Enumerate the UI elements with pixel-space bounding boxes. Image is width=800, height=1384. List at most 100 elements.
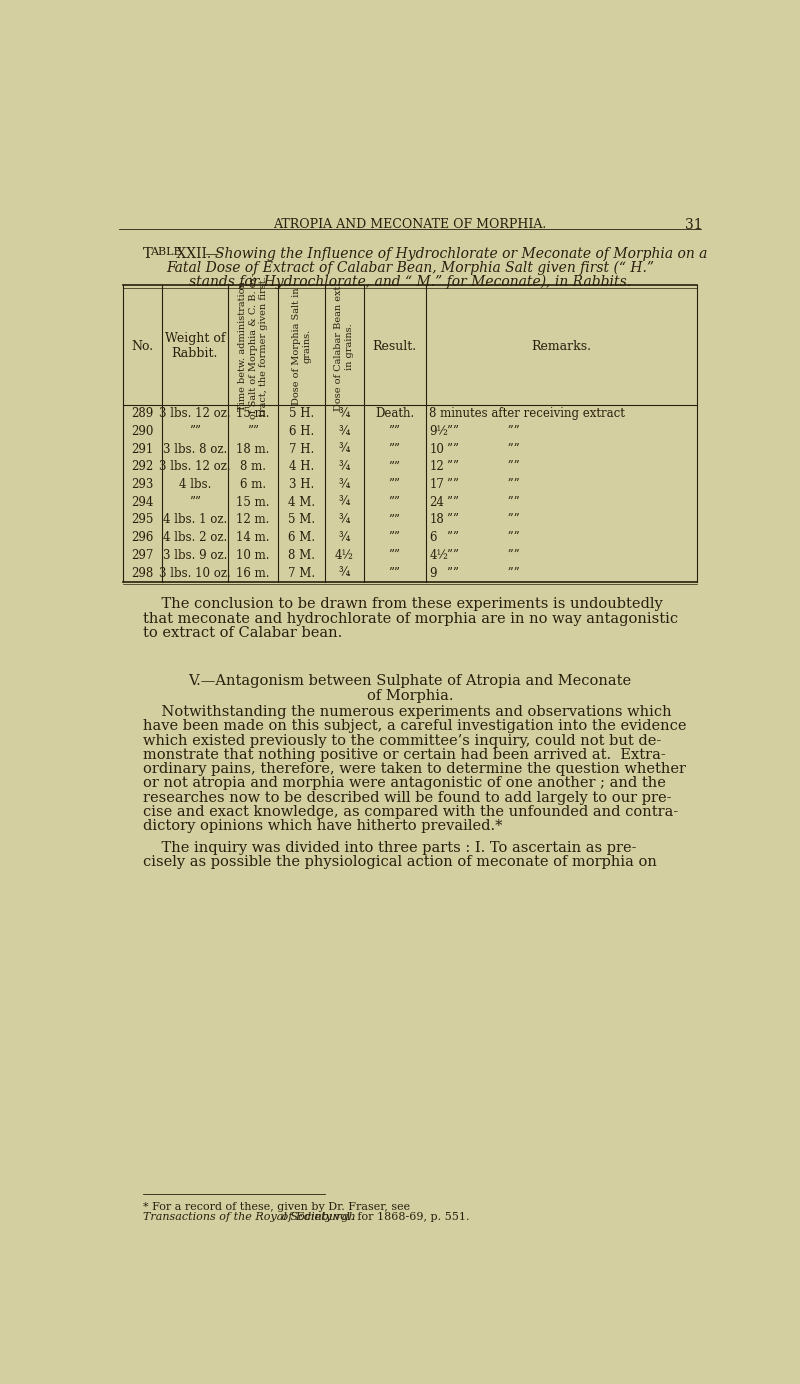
Text: 293: 293: [131, 477, 154, 491]
Text: 295: 295: [131, 513, 154, 526]
Text: 292: 292: [131, 461, 154, 473]
Text: 4 lbs. 2 oz.: 4 lbs. 2 oz.: [163, 531, 227, 544]
Text: 31: 31: [685, 219, 702, 233]
Text: ABLE: ABLE: [150, 246, 182, 257]
Text: 3 lbs. 8 oz.: 3 lbs. 8 oz.: [163, 443, 227, 455]
Text: which existed previously to the committee’s inquiry, could not but de-: which existed previously to the committe…: [142, 734, 661, 747]
Text: ¾: ¾: [338, 443, 350, 455]
Text: ””: ””: [389, 425, 401, 437]
Text: ””: ””: [389, 513, 401, 526]
Text: Remarks.: Remarks.: [531, 339, 591, 353]
Text: ATROPIA AND MECONATE OF MORPHIA.: ATROPIA AND MECONATE OF MORPHIA.: [274, 219, 546, 231]
Text: 10 m.: 10 m.: [236, 549, 270, 562]
Text: 4½: 4½: [334, 549, 354, 562]
Text: 16 m.: 16 m.: [236, 566, 270, 580]
Text: ””             ””: ”” ””: [447, 513, 520, 526]
Text: ordinary pains, therefore, were taken to determine the question whether: ordinary pains, therefore, were taken to…: [142, 763, 686, 776]
Text: ””             ””: ”” ””: [447, 531, 520, 544]
Text: ””: ””: [389, 443, 401, 455]
Text: 4 lbs. 1 oz.: 4 lbs. 1 oz.: [163, 513, 227, 526]
Text: 3 H.: 3 H.: [289, 477, 314, 491]
Text: ””             ””: ”” ””: [447, 425, 520, 437]
Text: 4 H.: 4 H.: [289, 461, 314, 473]
Text: Dose of Calabar Bean ext.
in grains.: Dose of Calabar Bean ext. in grains.: [334, 282, 354, 411]
Text: ¾: ¾: [338, 531, 350, 544]
Text: —: —: [205, 246, 218, 262]
Text: ¾: ¾: [338, 566, 350, 580]
Text: 298: 298: [131, 566, 154, 580]
Text: V.—Antagonism between Sulphate of Atropia and Meconate: V.—Antagonism between Sulphate of Atropi…: [189, 674, 631, 688]
Text: 7 H.: 7 H.: [289, 443, 314, 455]
Text: ””: ””: [189, 425, 201, 437]
Text: 9½: 9½: [430, 425, 448, 437]
Text: 5 M.: 5 M.: [288, 513, 315, 526]
Text: 6 M.: 6 M.: [288, 531, 315, 544]
Text: ””: ””: [389, 531, 401, 544]
Text: of Morphia.: of Morphia.: [366, 688, 454, 703]
Text: 8 m.: 8 m.: [240, 461, 266, 473]
Text: 291: 291: [131, 443, 154, 455]
Text: 12: 12: [430, 461, 444, 473]
Text: , vol. for 1868-69, p. 551.: , vol. for 1868-69, p. 551.: [327, 1212, 470, 1222]
Text: 4 M.: 4 M.: [288, 495, 315, 509]
Text: 6 m.: 6 m.: [240, 477, 266, 491]
Text: ””: ””: [389, 495, 401, 509]
Text: No.: No.: [131, 339, 154, 353]
Text: The inquiry was divided into three parts : I. To ascertain as pre-: The inquiry was divided into three parts…: [142, 841, 636, 855]
Text: stands for Hydrochlorate, and “ M.” for Meconate), in Rabbits.: stands for Hydrochlorate, and “ M.” for …: [189, 274, 631, 289]
Text: Notwithstanding the numerous experiments and observations which: Notwithstanding the numerous experiments…: [142, 704, 671, 720]
Text: 10: 10: [430, 443, 444, 455]
Text: 18 m.: 18 m.: [236, 443, 270, 455]
Text: 289: 289: [131, 407, 154, 421]
Text: to extract of Calabar bean.: to extract of Calabar bean.: [142, 626, 342, 639]
Text: Transactions of the Royal Society: Transactions of the Royal Society: [142, 1212, 331, 1222]
Text: 3 lbs. 9 oz.: 3 lbs. 9 oz.: [162, 549, 227, 562]
Text: ””             ””: ”” ””: [447, 566, 520, 580]
Text: 9: 9: [430, 566, 437, 580]
Text: 15 m.: 15 m.: [236, 495, 270, 509]
Text: 24: 24: [430, 495, 444, 509]
Text: 3 lbs. 10 oz.: 3 lbs. 10 oz.: [159, 566, 231, 580]
Text: that meconate and hydrochlorate of morphia are in no way antagonistic: that meconate and hydrochlorate of morph…: [142, 612, 678, 626]
Text: ¾: ¾: [338, 461, 350, 473]
Text: ¾: ¾: [338, 425, 350, 437]
Text: Dose of Morphia Salt in
grains.: Dose of Morphia Salt in grains.: [292, 288, 311, 406]
Text: ””: ””: [389, 566, 401, 580]
Text: ””             ””: ”” ””: [447, 549, 520, 562]
Text: 290: 290: [131, 425, 154, 437]
Text: of Edinburgh: of Edinburgh: [278, 1212, 356, 1222]
Text: 8 M.: 8 M.: [288, 549, 315, 562]
Text: Fatal Dose of Extract of Calabar Bean, Morphia Salt given first (“ H.”: Fatal Dose of Extract of Calabar Bean, M…: [166, 260, 654, 275]
Text: ””             ””: ”” ””: [447, 495, 520, 509]
Text: 296: 296: [131, 531, 154, 544]
Text: Weight of
Rabbit.: Weight of Rabbit.: [165, 332, 225, 360]
Text: 3 lbs. 12 oz.: 3 lbs. 12 oz.: [159, 407, 230, 421]
Text: cise and exact knowledge, as compared with the unfounded and contra-: cise and exact knowledge, as compared wi…: [142, 804, 678, 819]
Text: 18: 18: [430, 513, 444, 526]
Text: have been made on this subject, a careful investigation into the evidence: have been made on this subject, a carefu…: [142, 720, 686, 734]
Text: 12 m.: 12 m.: [236, 513, 270, 526]
Text: XXII.: XXII.: [172, 246, 211, 262]
Text: 17: 17: [430, 477, 444, 491]
Text: ¾: ¾: [338, 407, 350, 421]
Text: 7 M.: 7 M.: [288, 566, 315, 580]
Text: ¾: ¾: [338, 513, 350, 526]
Text: 297: 297: [131, 549, 154, 562]
Text: ¾: ¾: [338, 495, 350, 509]
Text: ””             ””: ”” ””: [447, 443, 520, 455]
Text: Result.: Result.: [373, 339, 417, 353]
Text: 8 minutes after receiving extract: 8 minutes after receiving extract: [430, 407, 626, 421]
Text: T: T: [142, 246, 152, 262]
Text: The conclusion to be drawn from these experiments is undoubtedly: The conclusion to be drawn from these ex…: [142, 598, 662, 612]
Text: 6: 6: [430, 531, 437, 544]
Text: 5 H.: 5 H.: [289, 407, 314, 421]
Text: Death.: Death.: [375, 407, 414, 421]
Text: Showing the Influence of Hydrochlorate or Meconate of Morphia on a: Showing the Influence of Hydrochlorate o…: [214, 246, 707, 262]
Text: * For a record of these, given by Dr. Fraser, see: * For a record of these, given by Dr. Fr…: [142, 1201, 410, 1212]
Text: 294: 294: [131, 495, 154, 509]
Text: researches now to be described will be found to add largely to our pre-: researches now to be described will be f…: [142, 790, 671, 804]
Text: monstrate that nothing positive or certain had been arrived at.  Extra-: monstrate that nothing positive or certa…: [142, 747, 666, 761]
Text: 6 H.: 6 H.: [289, 425, 314, 437]
Text: ””: ””: [189, 495, 201, 509]
Text: ””: ””: [247, 425, 259, 437]
